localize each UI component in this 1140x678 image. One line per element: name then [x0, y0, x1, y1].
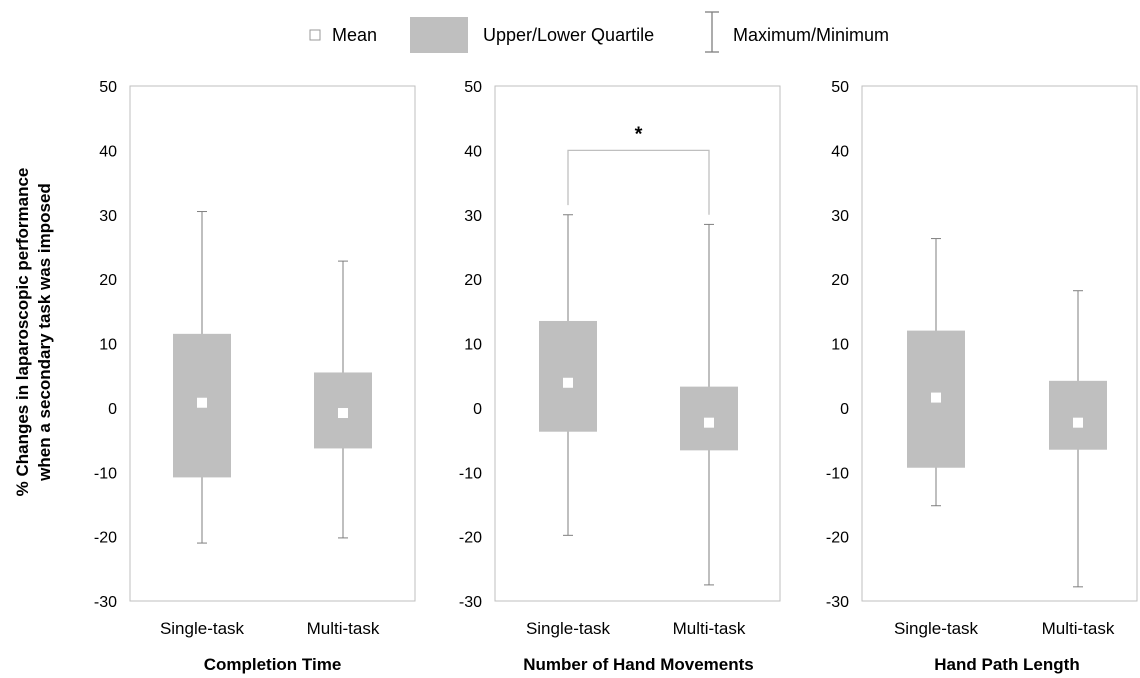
mean-marker [704, 417, 714, 428]
quartile-box [539, 320, 597, 432]
plot-frame [494, 85, 781, 602]
bracket-line [567, 149, 710, 215]
y-tick-label: 20 [99, 272, 117, 289]
panel-title: Hand Path Length [934, 655, 1079, 674]
panel-2: -30 -20 -10 0 10 20 30 40 50 Single-task Multi-tas… [459, 79, 781, 674]
significance-bracket: * [567, 123, 710, 215]
box-singletask [539, 214, 597, 536]
y-axis-label-line1: % Changes in laparoscopic performance [13, 168, 32, 497]
legend-range-label: Maximum/Minimum [733, 25, 889, 45]
legend-mean-label: Mean [332, 25, 377, 45]
mean-marker [1073, 417, 1083, 428]
panel-title: Completion Time [204, 655, 342, 674]
y-tick-label: 0 [108, 401, 117, 418]
box-singletask [907, 238, 965, 507]
panels: -30 -20 -10 0 10 20 30 40 50 Single-task Multi-tas… [94, 79, 1138, 674]
box-multitask [680, 223, 738, 586]
legend-range-swatch [705, 11, 719, 53]
y-tick-label: 20 [831, 272, 849, 289]
y-tick-label: 20 [464, 272, 482, 289]
y-tick-label: 0 [840, 401, 849, 418]
y-tick-label: -20 [459, 530, 482, 547]
legend-mean-swatch [309, 29, 321, 41]
mean-marker [931, 392, 941, 403]
x-tick-label: Single-task [894, 619, 979, 638]
plot-frame [129, 85, 416, 602]
y-tick-label: 10 [464, 337, 482, 354]
panel-1: -30 -20 -10 0 10 20 30 40 50 Single-task Multi-tas… [94, 79, 416, 674]
y-tick-label: 50 [831, 79, 849, 96]
x-tick-label: Multi-task [1042, 619, 1115, 638]
y-tick-label: 40 [99, 143, 117, 160]
legend-quartile-swatch [410, 17, 468, 53]
panel-3: -30 -20 -10 0 10 20 30 40 50 Single-task Multi-tas… [826, 79, 1138, 674]
y-tick-label: -10 [459, 465, 482, 482]
x-tick-label: Multi-task [673, 619, 746, 638]
panel-title: Number of Hand Movements [523, 655, 753, 674]
mean-marker [197, 397, 207, 408]
y-tick-label: -10 [94, 465, 117, 482]
x-tick-label: Single-task [526, 619, 611, 638]
mean-marker [563, 377, 573, 388]
y-tick-label: -30 [94, 594, 117, 611]
y-tick-label: 10 [99, 337, 117, 354]
y-tick-label: -20 [94, 530, 117, 547]
plot-frame [861, 85, 1138, 602]
y-tick-label: -20 [826, 530, 849, 547]
box-multitask [1049, 290, 1107, 588]
box-multitask [314, 260, 372, 539]
significance-label: * [635, 123, 643, 145]
y-tick-label: -30 [459, 594, 482, 611]
y-tick-label: -10 [826, 465, 849, 482]
y-tick-label: 40 [831, 143, 849, 160]
y-tick-label: -30 [826, 594, 849, 611]
y-tick-label: 10 [831, 337, 849, 354]
y-tick-label: 50 [99, 79, 117, 96]
quartile-box [1049, 380, 1107, 450]
y-tick-label: 40 [464, 143, 482, 160]
legend: Mean Upper/Lower Quartile Maximum/Minimu… [309, 11, 889, 53]
y-tick-label: 30 [831, 208, 849, 225]
legend-quartile-label: Upper/Lower Quartile [483, 25, 654, 45]
y-tick-label: 30 [464, 208, 482, 225]
box-singletask [173, 211, 231, 544]
mean-marker [338, 408, 348, 419]
y-axis-label-line2: when a secondary task was imposed [35, 183, 54, 482]
x-tick-label: Multi-task [307, 619, 380, 638]
y-tick-label: 50 [464, 79, 482, 96]
y-tick-label: 0 [473, 401, 482, 418]
x-tick-label: Single-task [160, 619, 245, 638]
y-tick-label: 30 [99, 208, 117, 225]
